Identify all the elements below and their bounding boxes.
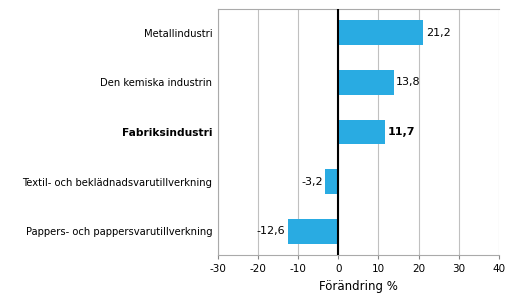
Text: 11,7: 11,7 xyxy=(387,127,415,137)
Bar xyxy=(288,219,338,244)
Bar xyxy=(338,70,394,95)
Bar xyxy=(338,20,423,45)
X-axis label: Förändring %: Förändring % xyxy=(319,280,398,292)
Text: 13,8: 13,8 xyxy=(396,77,421,87)
Bar xyxy=(326,169,338,194)
Bar xyxy=(338,120,385,144)
Text: 21,2: 21,2 xyxy=(426,28,450,38)
Text: -12,6: -12,6 xyxy=(257,226,285,236)
Text: -3,2: -3,2 xyxy=(301,177,323,187)
